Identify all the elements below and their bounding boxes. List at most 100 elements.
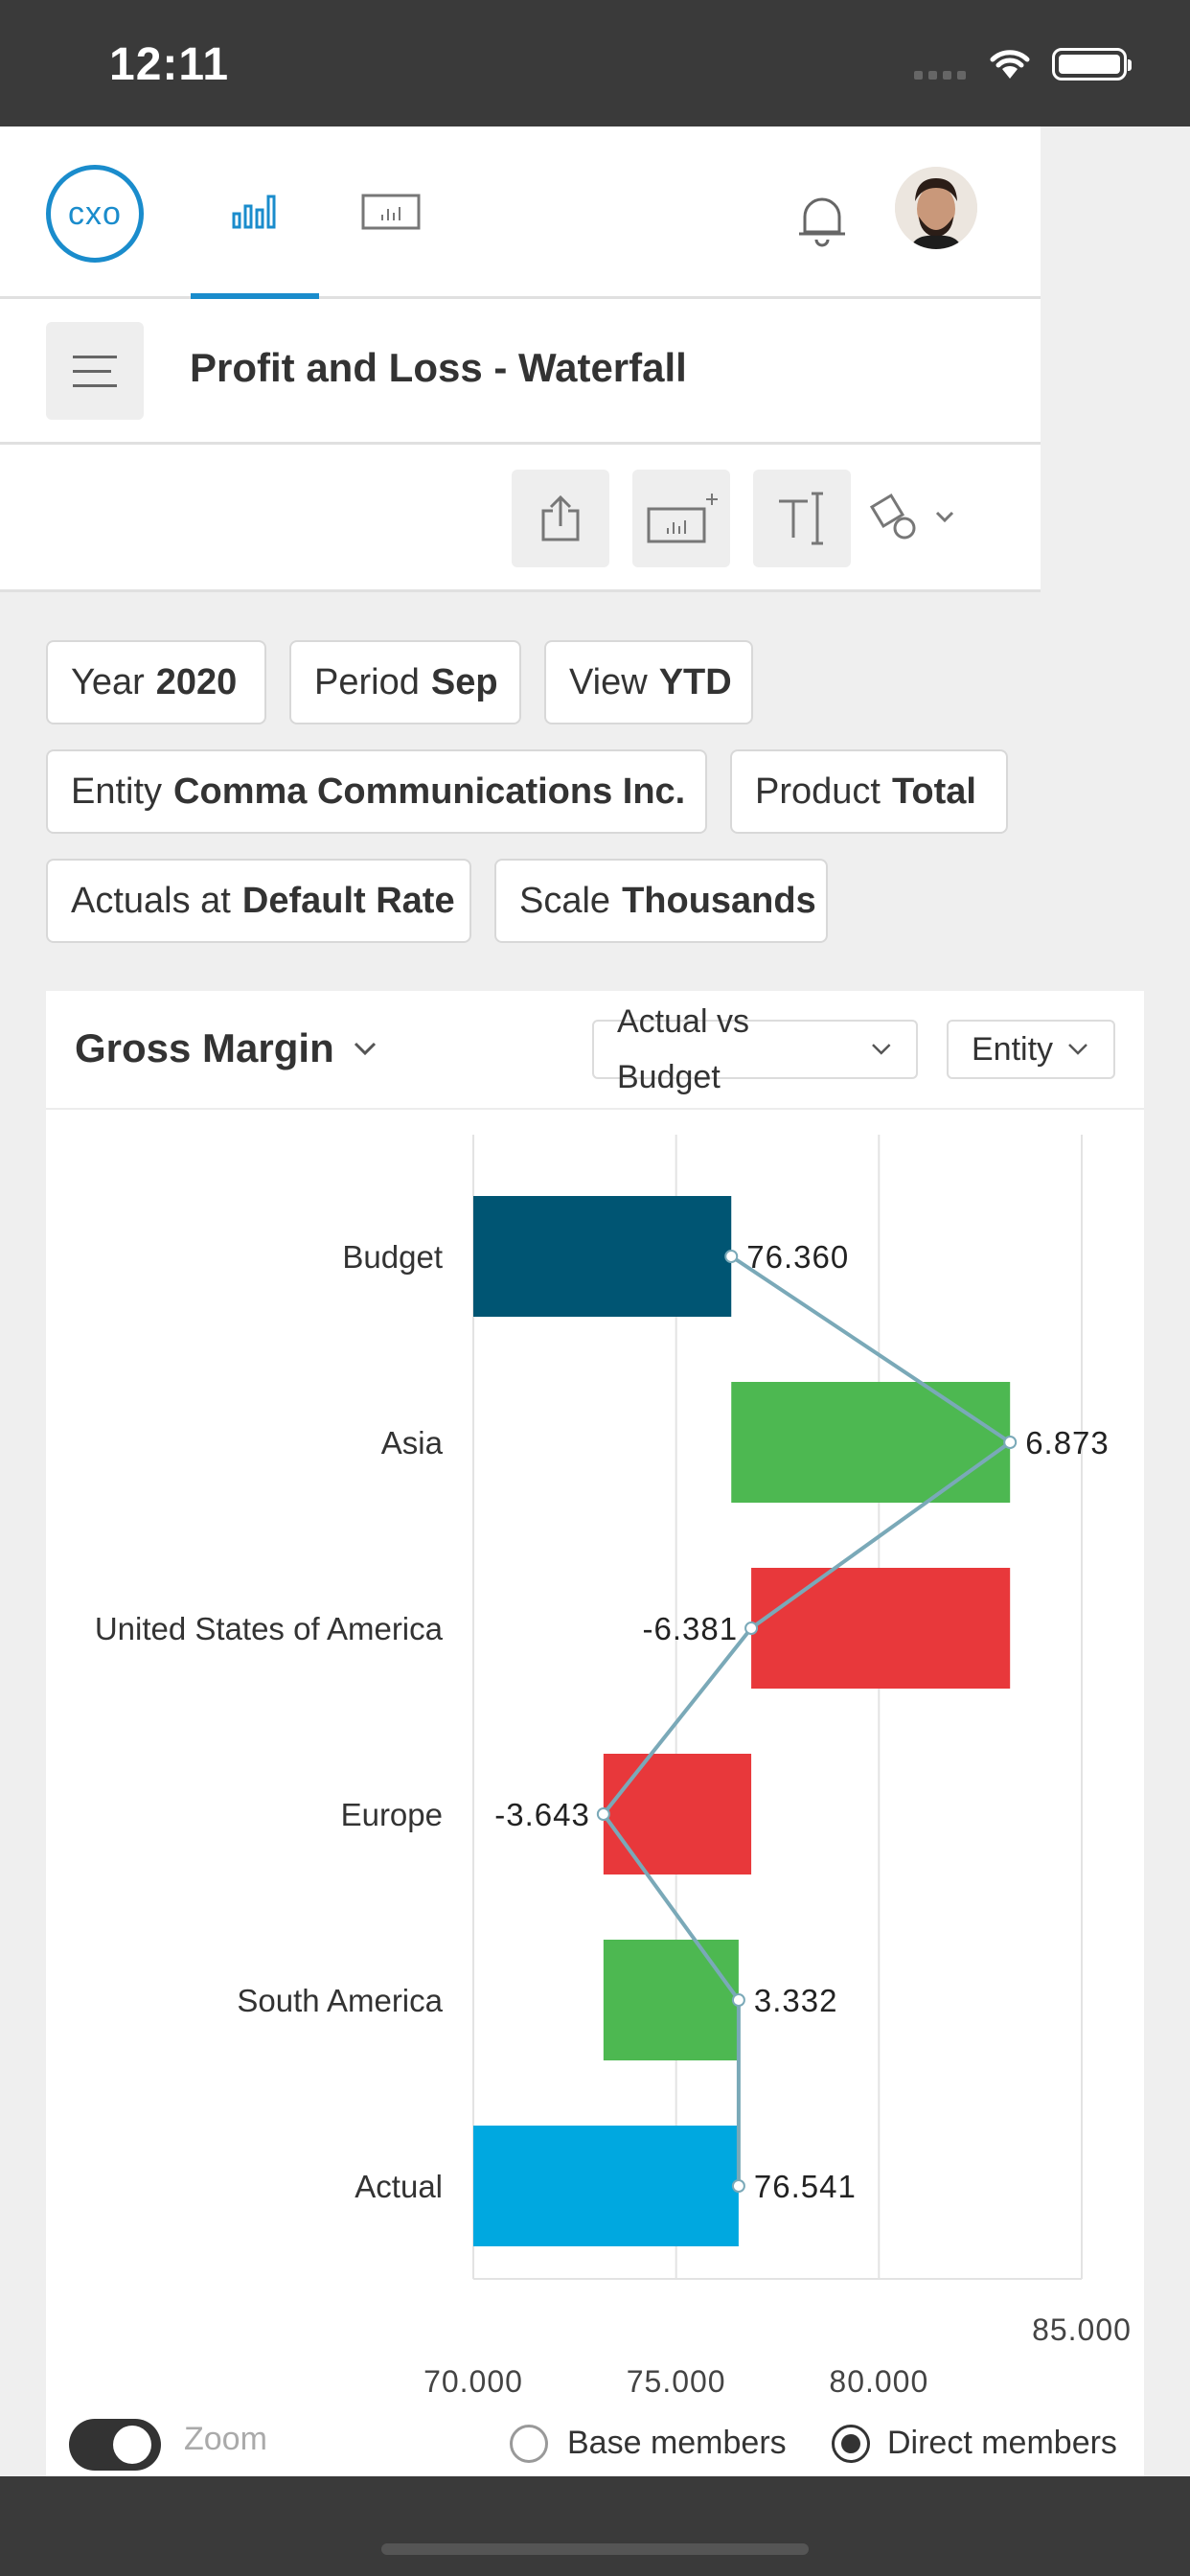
filter-view-value: YTD [658, 662, 732, 702]
connector-line [601, 1254, 1014, 2186]
chart-footer: Zoom Base members Direct members [46, 2407, 1144, 2476]
add-chart-icon [647, 494, 718, 543]
category-label: United States of America [95, 1611, 444, 1646]
dashboard-chart-icon [361, 194, 421, 230]
user-avatar[interactable] [895, 167, 977, 249]
filter-period-label: Period [314, 662, 420, 702]
filter-period[interactable]: Period Sep [289, 640, 521, 724]
report-toolbar [0, 445, 1041, 592]
share-button[interactable] [512, 470, 609, 567]
category-label: Asia [381, 1425, 444, 1460]
chart-card: Gross Margin Actual vs Budget Entity Bud… [46, 991, 1144, 2476]
waterfall-bar [751, 1568, 1011, 1689]
tab-dashboards[interactable] [328, 126, 456, 299]
cellular-signal-icon [914, 71, 966, 80]
connector-point [1003, 1436, 1018, 1449]
filter-actuals-value: Default Rate [241, 881, 455, 921]
dimension-dropdown[interactable]: Entity [947, 1020, 1115, 1079]
zoom-label: Zoom [184, 2421, 267, 2457]
connector-point [596, 1807, 610, 1821]
dimension-dropdown-label: Entity [972, 1031, 1054, 1068]
status-bar: 12:11 [0, 0, 1190, 126]
filter-view-label: View [569, 662, 648, 702]
category-label: Actual [355, 2169, 443, 2204]
filter-actuals-rate[interactable]: Actuals at Default Rate [46, 859, 471, 943]
waterfall-bar [473, 1196, 732, 1317]
chevron-down-icon [1068, 1044, 1087, 1055]
page-title: Profit and Loss - Waterfall [190, 345, 687, 390]
radio-base-members-label[interactable]: Base members [567, 2425, 787, 2461]
toggle-knob [113, 2426, 151, 2464]
filter-year[interactable]: Year 2020 [46, 640, 266, 724]
wifi-icon [990, 50, 1030, 79]
data-label: -3.643 [494, 1797, 590, 1832]
waterfall-bar [473, 2126, 739, 2246]
bell-icon[interactable] [795, 190, 849, 247]
data-label: 76.360 [746, 1239, 849, 1275]
data-label: -6.381 [642, 1611, 738, 1646]
hamburger-icon-line [73, 355, 117, 358]
x-tick-label: 75.000 [627, 2364, 726, 2399]
add-chart-button[interactable] [632, 470, 730, 567]
chevron-down-icon [872, 1044, 891, 1055]
filter-period-value: Sep [430, 662, 498, 702]
home-indicator-bar [0, 2476, 1190, 2576]
x-tick-label: 70.000 [423, 2364, 523, 2399]
app-header: cxo [0, 126, 1041, 299]
waterfall-bar [731, 1382, 1011, 1503]
home-indicator [381, 2543, 809, 2555]
status-time: 12:11 [109, 39, 230, 90]
filter-product-label: Product [755, 771, 881, 812]
menu-button[interactable] [46, 322, 144, 420]
filter-entity-label: Entity [71, 771, 163, 812]
connector-point [731, 2179, 745, 2193]
battery-icon [1052, 48, 1132, 80]
text-tool-icon [779, 492, 823, 545]
radio-base-members[interactable] [510, 2425, 548, 2463]
filter-year-label: Year [71, 662, 145, 702]
shapes-icon [869, 493, 954, 540]
filter-scale-value: Thousands [622, 881, 816, 921]
radio-direct-members[interactable] [832, 2425, 870, 2463]
filter-entity-value: Comma Communications Inc. [173, 771, 686, 812]
report-title-bar: Profit and Loss - Waterfall [0, 299, 1041, 445]
text-tool-button[interactable] [753, 470, 851, 567]
x-tick-label: 80.000 [829, 2364, 928, 2399]
filter-scale[interactable]: Scale Thousands [494, 859, 828, 943]
share-icon [541, 494, 580, 541]
avatar-portrait-icon [895, 167, 977, 249]
chevron-down-icon [354, 1042, 376, 1056]
waterfall-bar [603, 1754, 752, 1874]
data-label: 3.332 [754, 1983, 838, 2018]
filter-view[interactable]: View YTD [544, 640, 753, 724]
tab-reports[interactable] [191, 126, 319, 299]
x-tick-label: 85.000 [1032, 2312, 1132, 2347]
filter-actuals-label: Actuals at [71, 881, 231, 921]
waterfall-chart: Budget Asia United States of America Europe… [95, 1135, 1132, 2399]
comparison-dropdown-label: Actual vs Budget [617, 1003, 749, 1095]
connector-point [724, 1250, 739, 1263]
shapes-dropdown[interactable] [868, 470, 973, 567]
data-label: 76.541 [754, 2169, 857, 2204]
category-label: Europe [341, 1797, 443, 1832]
filter-product[interactable]: Product Total [730, 749, 1008, 834]
data-label: 6.873 [1025, 1425, 1110, 1460]
measure-selector[interactable]: Gross Margin [75, 1025, 378, 1071]
filter-product-value: Total [891, 771, 976, 812]
category-label: South America [237, 1983, 443, 2018]
filter-scale-label: Scale [519, 881, 611, 921]
bar-chart-icon [232, 195, 276, 229]
zoom-toggle[interactable] [69, 2419, 161, 2471]
comparison-dropdown[interactable]: Actual vs Budget [592, 1003, 918, 1095]
filter-year-value: 2020 [155, 662, 238, 702]
connector-point [744, 1622, 759, 1635]
radio-direct-members-label[interactable]: Direct members [887, 2425, 1117, 2461]
connector-point [731, 1993, 745, 2007]
category-label: Budget [342, 1239, 443, 1275]
hamburger-icon-line [73, 383, 117, 387]
filter-entity[interactable]: Entity Comma Communications Inc. [46, 749, 707, 834]
cxo-logo[interactable]: cxo [46, 165, 144, 263]
hamburger-icon-line [73, 369, 111, 373]
chart-card-header: Gross Margin Actual vs Budget Entity [46, 991, 1144, 1110]
card-title: Gross Margin [75, 1025, 334, 1070]
